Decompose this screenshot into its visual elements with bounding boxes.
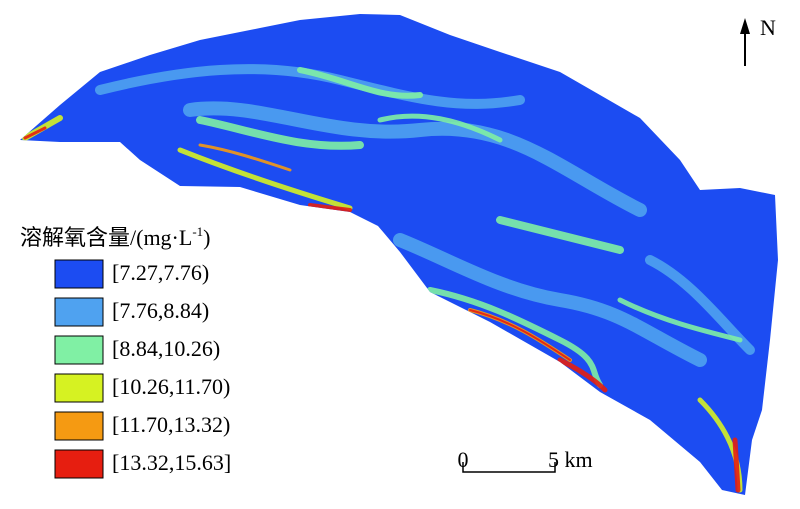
concentration-streak <box>469 309 571 361</box>
scale-end: 5 km <box>548 447 593 472</box>
scale-start: 0 <box>458 447 469 472</box>
legend-label: [7.27,7.76) <box>112 260 209 285</box>
concentration-streak <box>617 297 743 343</box>
concentration-streak <box>732 437 741 493</box>
legend-swatch <box>54 259 104 289</box>
legend: [7.27,7.76) [7.76,8.84) [8.84,10.26) [10.26… <box>54 259 231 479</box>
legend-swatch <box>54 373 104 403</box>
legend-swatch <box>54 335 104 365</box>
legend-label: [8.84,10.26) <box>112 336 220 361</box>
legend-label: [7.76,8.84) <box>112 298 209 323</box>
legend-label: [13.32,15.63] <box>112 450 231 475</box>
legend-title: 溶解氧含量/(mg·L-1) <box>20 224 211 250</box>
concentration-streak <box>496 216 624 254</box>
concentration-streak <box>198 143 292 172</box>
concentration-streak <box>377 113 503 143</box>
concentration-streak <box>557 357 608 393</box>
concentration-streak <box>427 287 603 388</box>
legend-swatch <box>54 297 104 327</box>
north-arrow: N <box>740 15 776 66</box>
scale-bar: 0 5 km <box>458 447 593 473</box>
concentration-streak <box>196 116 364 150</box>
legend-swatch <box>54 411 104 441</box>
concentration-streak <box>183 101 647 217</box>
concentration-streak <box>23 126 47 140</box>
concentration-streak <box>308 203 352 212</box>
legend-label: [10.26,11.70) <box>112 374 230 399</box>
legend-swatch <box>54 449 104 479</box>
north-label: N <box>760 15 776 40</box>
concentration-streak <box>177 147 353 211</box>
concentration-streak <box>393 233 707 367</box>
concentration-streak <box>297 67 423 99</box>
legend-label: [11.70,13.32) <box>112 412 230 437</box>
